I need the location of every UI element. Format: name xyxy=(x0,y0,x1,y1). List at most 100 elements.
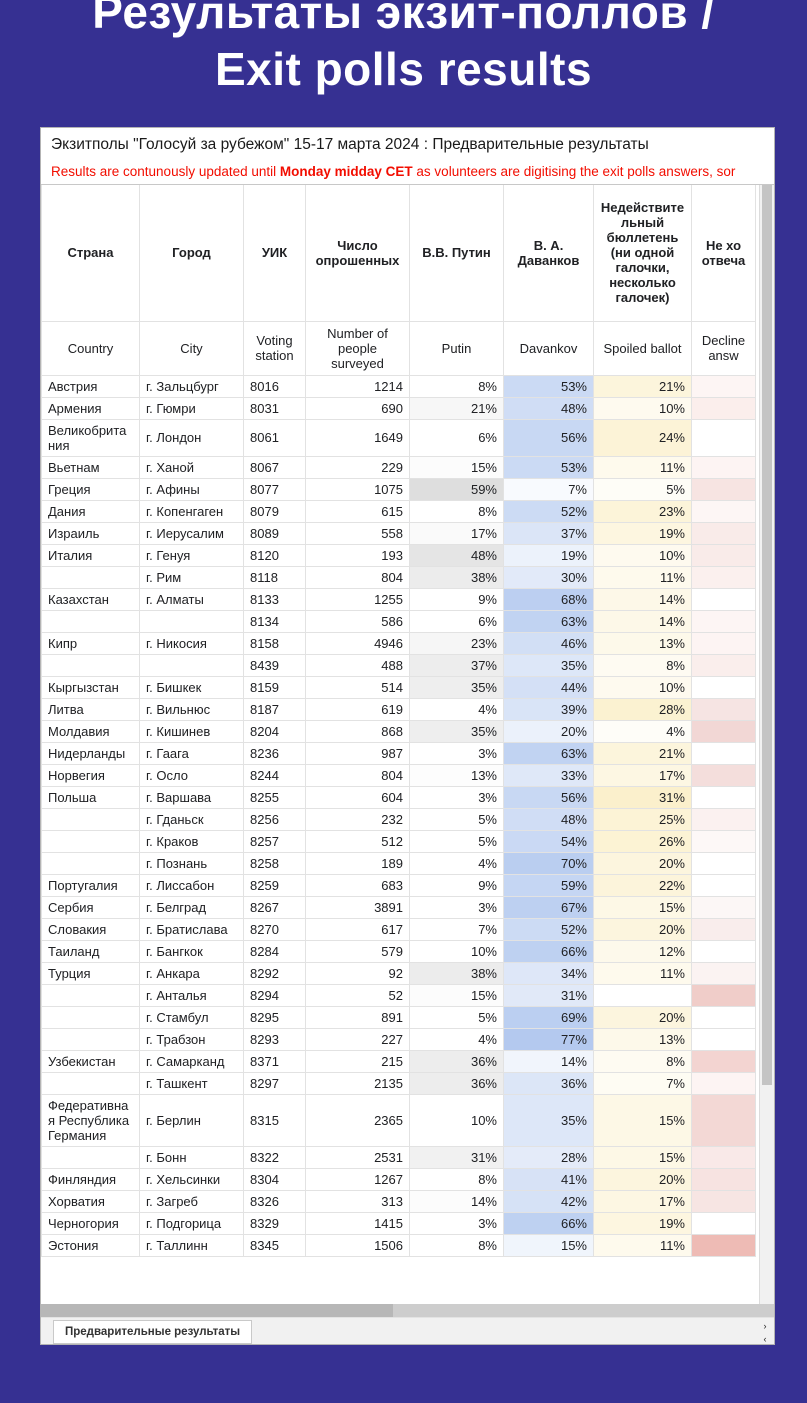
cell-putin: 8% xyxy=(409,375,504,398)
header-row-en: Country City Voting station Number of peopl… xyxy=(41,321,756,376)
cell-declined xyxy=(691,676,756,699)
cell-spoiled: 26% xyxy=(593,830,692,853)
iframe-horizontal-scrollbar-thumb[interactable] xyxy=(41,1304,393,1317)
cell-putin: 14% xyxy=(409,1190,504,1213)
cell-putin: 8% xyxy=(409,500,504,523)
cell-city xyxy=(139,610,244,633)
cell-declined xyxy=(691,654,756,677)
cell-country: Португалия xyxy=(41,874,140,897)
tab-nav-arrows: › ‹ xyxy=(759,1319,771,1344)
cell-davankov: 15% xyxy=(503,1234,594,1257)
table-row: Греция г. Афины 8077 1075 59% 7% 5% xyxy=(41,478,756,501)
cell-declined xyxy=(691,610,756,633)
table-row: Армения г. Гюмри 8031 690 21% 48% 10% xyxy=(41,397,756,420)
vertical-scrollbar-thumb[interactable] xyxy=(762,185,772,1085)
cell-uik: 8371 xyxy=(243,1050,306,1073)
cell-putin: 5% xyxy=(409,1006,504,1029)
cell-uik: 8292 xyxy=(243,962,306,985)
cell-uik: 8256 xyxy=(243,808,306,831)
cell-spoiled: 8% xyxy=(593,654,692,677)
iframe-horizontal-scrollbar[interactable] xyxy=(41,1304,774,1317)
cell-uik: 8120 xyxy=(243,544,306,567)
table-row: г. Анталья 8294 52 15% 31% xyxy=(41,984,756,1007)
cell-spoiled: 4% xyxy=(593,720,692,743)
cell-uik: 8077 xyxy=(243,478,306,501)
cell-putin: 4% xyxy=(409,852,504,875)
tab-next-icon[interactable]: › xyxy=(763,1320,767,1331)
page-title-line-en: Exit polls results xyxy=(214,43,593,95)
cell-surveyed: 2135 xyxy=(305,1072,410,1095)
cell-uik: 8295 xyxy=(243,1006,306,1029)
cell-city: г. Хельсинки xyxy=(139,1168,244,1191)
column-header-surveyed-en: Number of people surveyed xyxy=(305,321,410,376)
cell-spoiled: 11% xyxy=(593,456,692,479)
cell-spoiled: 10% xyxy=(593,397,692,420)
cell-city: г. Афины xyxy=(139,478,244,501)
cell-putin: 4% xyxy=(409,1028,504,1051)
cell-spoiled: 23% xyxy=(593,500,692,523)
cell-declined xyxy=(691,940,756,963)
cell-country xyxy=(41,984,140,1007)
table-row: г. Краков 8257 512 5% 54% 26% xyxy=(41,830,756,853)
cell-country: Таиланд xyxy=(41,940,140,963)
cell-city: г. Алматы xyxy=(139,588,244,611)
cell-surveyed: 313 xyxy=(305,1190,410,1213)
cell-country: Литва xyxy=(41,698,140,721)
cell-spoiled: 28% xyxy=(593,698,692,721)
notice-deadline: Monday midday CET xyxy=(279,164,413,179)
cell-declined xyxy=(691,566,756,589)
vertical-scrollbar[interactable] xyxy=(759,185,774,1307)
cell-declined xyxy=(691,962,756,985)
cell-spoiled: 11% xyxy=(593,1234,692,1257)
cell-putin: 37% xyxy=(409,654,504,677)
cell-surveyed: 804 xyxy=(305,566,410,589)
cell-spoiled: 31% xyxy=(593,786,692,809)
cell-city: г. Кишинев xyxy=(139,720,244,743)
cell-declined xyxy=(691,1234,756,1257)
cell-country: Австрия xyxy=(41,375,140,398)
tab-prev-icon[interactable]: ‹ xyxy=(763,1333,767,1344)
cell-davankov: 14% xyxy=(503,1050,594,1073)
cell-spoiled: 14% xyxy=(593,588,692,611)
column-header-country-ru: Страна xyxy=(41,185,140,322)
cell-country: Израиль xyxy=(41,522,140,545)
cell-davankov: 53% xyxy=(503,456,594,479)
cell-city: г. Берлин xyxy=(139,1094,244,1147)
cell-country xyxy=(41,830,140,853)
cell-city: г. Лондон xyxy=(139,419,244,457)
table-row: г. Познань 8258 189 4% 70% 20% xyxy=(41,852,756,875)
cell-putin: 35% xyxy=(409,676,504,699)
cell-spoiled: 15% xyxy=(593,896,692,919)
cell-country xyxy=(41,1072,140,1095)
column-header-city-en: City xyxy=(139,321,244,376)
cell-declined xyxy=(691,1072,756,1095)
cell-putin: 23% xyxy=(409,632,504,655)
cell-declined xyxy=(691,698,756,721)
table-row: Нидерланды г. Гаага 8236 987 3% 63% 21% xyxy=(41,742,756,765)
cell-city: г. Ханой xyxy=(139,456,244,479)
cell-city: г. Осло xyxy=(139,764,244,787)
sheet-tab[interactable]: Предварительные результаты xyxy=(53,1320,253,1344)
table-row: Польша г. Варшава 8255 604 3% 56% 31% xyxy=(41,786,756,809)
column-header-davankov-ru: В. А. Даванков xyxy=(503,185,594,322)
cell-city: г. Трабзон xyxy=(139,1028,244,1051)
cell-declined xyxy=(691,896,756,919)
cell-country: Хорватия xyxy=(41,1190,140,1213)
table-row: Эстония г. Таллинн 8345 1506 8% 15% 11% xyxy=(41,1234,756,1257)
cell-uik: 8304 xyxy=(243,1168,306,1191)
cell-putin: 15% xyxy=(409,456,504,479)
cell-country: Кыргызстан xyxy=(41,676,140,699)
cell-uik: 8257 xyxy=(243,830,306,853)
cell-uik: 8089 xyxy=(243,522,306,545)
cell-country xyxy=(41,1006,140,1029)
cell-davankov: 63% xyxy=(503,610,594,633)
cell-declined xyxy=(691,808,756,831)
cell-spoiled: 15% xyxy=(593,1146,692,1169)
cell-city: г. Таллинн xyxy=(139,1234,244,1257)
cell-country: Вьетнам xyxy=(41,456,140,479)
cell-putin: 10% xyxy=(409,940,504,963)
cell-uik: 8244 xyxy=(243,764,306,787)
cell-declined xyxy=(691,1146,756,1169)
table-row: Норвегия г. Осло 8244 804 13% 33% 17% xyxy=(41,764,756,787)
cell-declined xyxy=(691,1190,756,1213)
